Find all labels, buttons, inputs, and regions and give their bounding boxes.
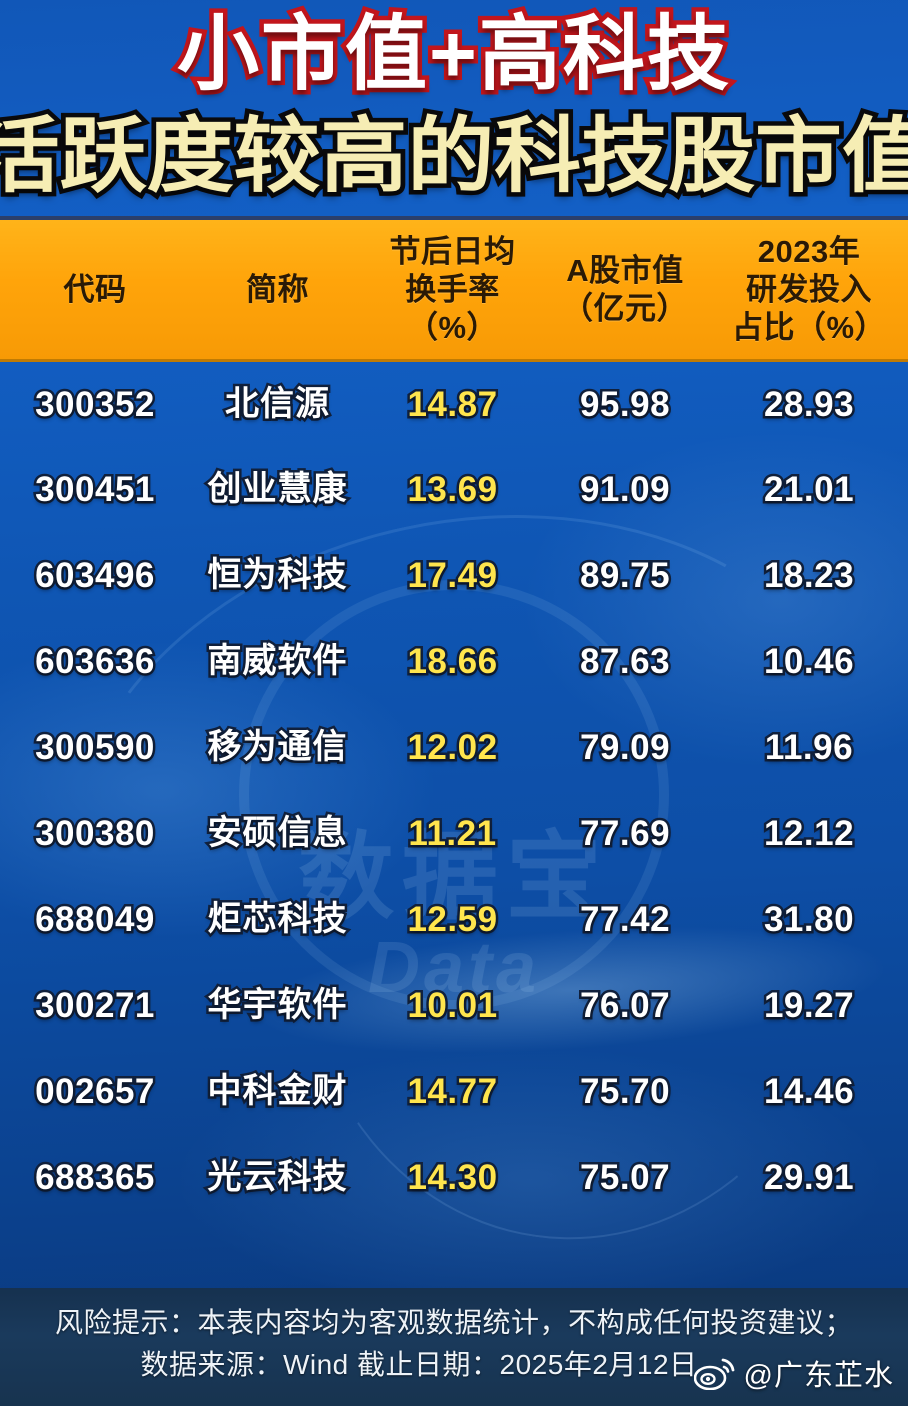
cell-market-cap: 77.69 xyxy=(577,813,672,853)
column-header-rd-ratio: 2023年 研发投入 占比（%） xyxy=(710,216,908,362)
cell-rd-ratio: 10.46 xyxy=(761,641,856,681)
risk-disclaimer-text: 风险提示：本表内容均为客观数据统计，不构成任何投资建议； xyxy=(54,1307,853,1338)
cell-name: 炬芯科技 xyxy=(205,900,349,939)
cell-code: 688049 xyxy=(33,899,157,939)
table-row: 300352 北信源 14.87 95.98 28.93 xyxy=(0,360,908,446)
cell-market-cap: 87.63 xyxy=(577,641,672,681)
cell-code: 300271 xyxy=(33,985,157,1025)
cell-market-cap: 89.75 xyxy=(577,555,672,595)
cell-turnover: 14.77 xyxy=(405,1071,500,1111)
table-row: 300590 移为通信 12.02 79.09 11.96 xyxy=(0,704,908,790)
cell-turnover: 14.87 xyxy=(405,384,500,424)
cell-market-cap: 95.98 xyxy=(577,384,672,424)
cell-name: 安硕信息 xyxy=(205,814,349,853)
cell-code: 300352 xyxy=(33,384,157,424)
weibo-icon xyxy=(693,1356,736,1391)
column-header-turnover: 节后日均 换手率 （%） xyxy=(365,216,540,362)
table-row: 688365 光云科技 14.30 75.07 29.91 xyxy=(0,1134,908,1220)
cell-name: 南威软件 xyxy=(205,642,349,681)
cell-code: 300451 xyxy=(33,469,157,509)
cell-market-cap: 76.07 xyxy=(577,985,672,1025)
cell-rd-ratio: 21.01 xyxy=(761,469,856,509)
cell-rd-ratio: 19.27 xyxy=(761,985,856,1025)
cell-name: 移为通信 xyxy=(205,728,349,767)
disclaimer-footer: 风险提示：本表内容均为客观数据统计，不构成任何投资建议； 数据来源：Wind 截… xyxy=(0,1288,908,1406)
ranking-table-wrap: 代码 简称 节后日均 换手率 （%） A股市值 （亿元） xyxy=(0,216,908,1220)
weibo-credit: @广东芷水 xyxy=(693,1352,894,1394)
cell-rd-ratio: 14.46 xyxy=(761,1071,856,1111)
cell-rd-ratio: 11.96 xyxy=(762,727,855,767)
cell-code: 300590 xyxy=(33,727,157,767)
table-row: 002657 中科金财 14.77 75.70 14.46 xyxy=(0,1048,908,1134)
cell-turnover: 18.66 xyxy=(405,641,500,681)
cell-turnover: 13.69 xyxy=(405,469,500,509)
cell-code: 688365 xyxy=(33,1157,157,1197)
cell-rd-ratio: 18.23 xyxy=(761,555,856,595)
cell-name: 创业慧康 xyxy=(205,470,349,509)
headline-block: 小市值+高科技 活跃度较高的科技股市值排名 xyxy=(0,0,908,204)
cell-turnover: 12.59 xyxy=(405,899,500,939)
cell-name: 华宇软件 xyxy=(205,986,349,1025)
cell-name: 中科金财 xyxy=(205,1072,349,1111)
page-title-main: 小市值+高科技 xyxy=(173,4,734,104)
cell-turnover: 12.02 xyxy=(405,727,500,767)
cell-name: 北信源 xyxy=(223,385,332,424)
column-header-market-cap: A股市值 （亿元） xyxy=(540,216,710,362)
column-header-code: 代码 xyxy=(0,216,190,362)
cell-code: 002657 xyxy=(33,1071,157,1111)
table-row: 300380 安硕信息 11.21 77.69 12.12 xyxy=(0,790,908,876)
cell-turnover: 11.21 xyxy=(406,813,499,853)
cell-market-cap: 75.70 xyxy=(577,1071,672,1111)
table-row: 603636 南威软件 18.66 87.63 10.46 xyxy=(0,618,908,704)
cell-rd-ratio: 29.91 xyxy=(761,1157,856,1197)
table-header-row: 代码 简称 节后日均 换手率 （%） A股市值 （亿元） xyxy=(0,216,908,362)
cell-turnover: 17.49 xyxy=(405,555,500,595)
cell-market-cap: 75.07 xyxy=(577,1157,672,1197)
table-row: 300451 创业慧康 13.69 91.09 21.01 xyxy=(0,446,908,532)
cell-name: 光云科技 xyxy=(205,1158,349,1197)
table-row: 603496 恒为科技 17.49 89.75 18.23 xyxy=(0,532,908,618)
data-source-text: 数据来源：Wind 截止日期：2025年2月12日 xyxy=(140,1349,698,1380)
table-row: 688049 炬芯科技 12.59 77.42 31.80 xyxy=(0,876,908,962)
cell-code: 300380 xyxy=(33,813,157,853)
cell-turnover: 10.01 xyxy=(405,985,500,1025)
column-header-name: 简称 xyxy=(190,216,365,362)
cell-rd-ratio: 31.80 xyxy=(761,899,856,939)
cell-turnover: 14.30 xyxy=(405,1157,500,1197)
cell-code: 603496 xyxy=(33,555,157,595)
cell-market-cap: 91.09 xyxy=(577,469,672,509)
cell-market-cap: 77.42 xyxy=(577,899,672,939)
cell-code: 603636 xyxy=(33,641,157,681)
table-body: 300352 北信源 14.87 95.98 28.93 300451 创业慧康… xyxy=(0,360,908,1220)
cell-market-cap: 79.09 xyxy=(577,727,672,767)
cell-rd-ratio: 28.93 xyxy=(761,384,856,424)
weibo-handle: @广东芷水 xyxy=(743,1360,894,1392)
cell-name: 恒为科技 xyxy=(205,556,349,595)
cell-rd-ratio: 12.12 xyxy=(761,813,856,853)
page-title-sub: 活跃度较高的科技股市值排名 xyxy=(0,109,908,204)
table-row: 300271 华宇软件 10.01 76.07 19.27 xyxy=(0,962,908,1048)
table-head: 代码 简称 节后日均 换手率 （%） A股市值 （亿元） xyxy=(0,216,908,362)
ranking-table: 代码 简称 节后日均 换手率 （%） A股市值 （亿元） xyxy=(0,216,908,1220)
